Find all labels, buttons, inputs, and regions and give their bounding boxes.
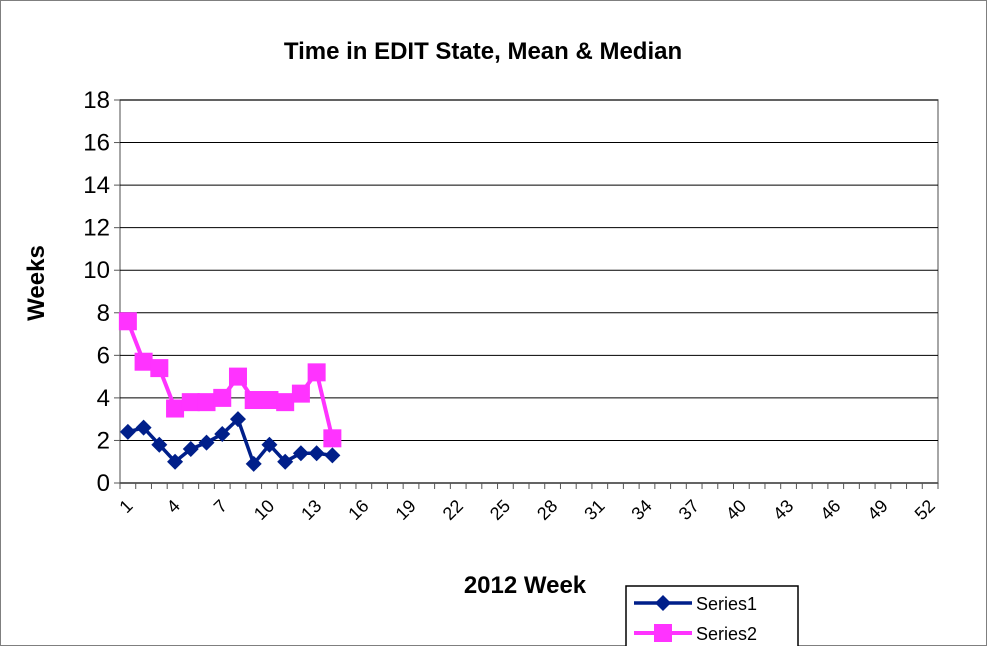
x-tick-label: 7 [210, 496, 231, 517]
legend-marker [655, 595, 671, 611]
x-tick-label: 10 [250, 496, 278, 524]
data-point [323, 429, 342, 448]
data-point [167, 453, 184, 470]
x-tick-label: 25 [486, 496, 514, 524]
data-point [261, 436, 278, 453]
chart-title: Time in EDIT State, Mean & Median [284, 38, 682, 65]
data-point [292, 445, 309, 462]
y-tick-label: 6 [97, 342, 110, 369]
data-point [276, 393, 295, 412]
y-tick-label: 12 [83, 215, 110, 242]
data-point [229, 411, 246, 428]
data-point [228, 367, 247, 386]
y-tick-label: 10 [83, 257, 110, 284]
x-tick-label: 31 [580, 496, 608, 524]
data-point [119, 423, 136, 440]
data-point [166, 399, 185, 418]
x-tick-label: 46 [816, 496, 844, 524]
data-point [182, 440, 199, 457]
data-point [213, 388, 232, 407]
x-tick-label: 34 [628, 496, 656, 524]
data-point [291, 384, 310, 403]
data-point [181, 393, 200, 412]
plot-border [119, 99, 939, 484]
x-tick-label: 49 [863, 496, 891, 524]
data-point [151, 436, 168, 453]
x-axis-label: 2012 Week [464, 572, 587, 599]
x-tick-label: 52 [911, 496, 939, 524]
data-point [277, 453, 294, 470]
x-tick-label: 22 [439, 496, 467, 524]
x-tick-label: 43 [769, 496, 797, 524]
x-tick-label: 16 [344, 496, 372, 524]
data-point [244, 391, 263, 410]
y-tick-label: 18 [83, 87, 110, 114]
legend-marker [654, 624, 672, 642]
x-tick-label: 40 [722, 496, 750, 524]
x-tick-label: 19 [392, 496, 420, 524]
data-point [308, 445, 325, 462]
x-tick-label: 13 [297, 496, 325, 524]
data-point [307, 363, 326, 382]
data-point [198, 434, 215, 451]
y-tick-label: 4 [97, 385, 110, 412]
x-tick-label: 1 [115, 496, 136, 517]
legend-label: Series2 [696, 624, 757, 644]
data-point [150, 359, 169, 378]
legend-label: Series1 [696, 594, 757, 614]
data-point [134, 352, 153, 371]
y-tick-label: 0 [97, 470, 110, 497]
data-point [118, 312, 137, 331]
data-point [135, 419, 152, 436]
data-point [260, 391, 279, 410]
x-tick-label: 37 [675, 496, 703, 524]
x-tick-label: 28 [533, 496, 561, 524]
y-tick-label: 8 [97, 300, 110, 327]
data-point [324, 447, 341, 464]
legend: Series1 Series2 [625, 585, 799, 646]
x-tick-label: 4 [163, 496, 184, 517]
y-axis-label: Weeks [23, 245, 50, 321]
y-tick-label: 14 [83, 172, 110, 199]
y-tick-label: 2 [97, 427, 110, 454]
data-point [197, 393, 216, 412]
data-point [245, 455, 262, 472]
data-point [214, 426, 231, 443]
y-tick-label: 16 [83, 130, 110, 157]
